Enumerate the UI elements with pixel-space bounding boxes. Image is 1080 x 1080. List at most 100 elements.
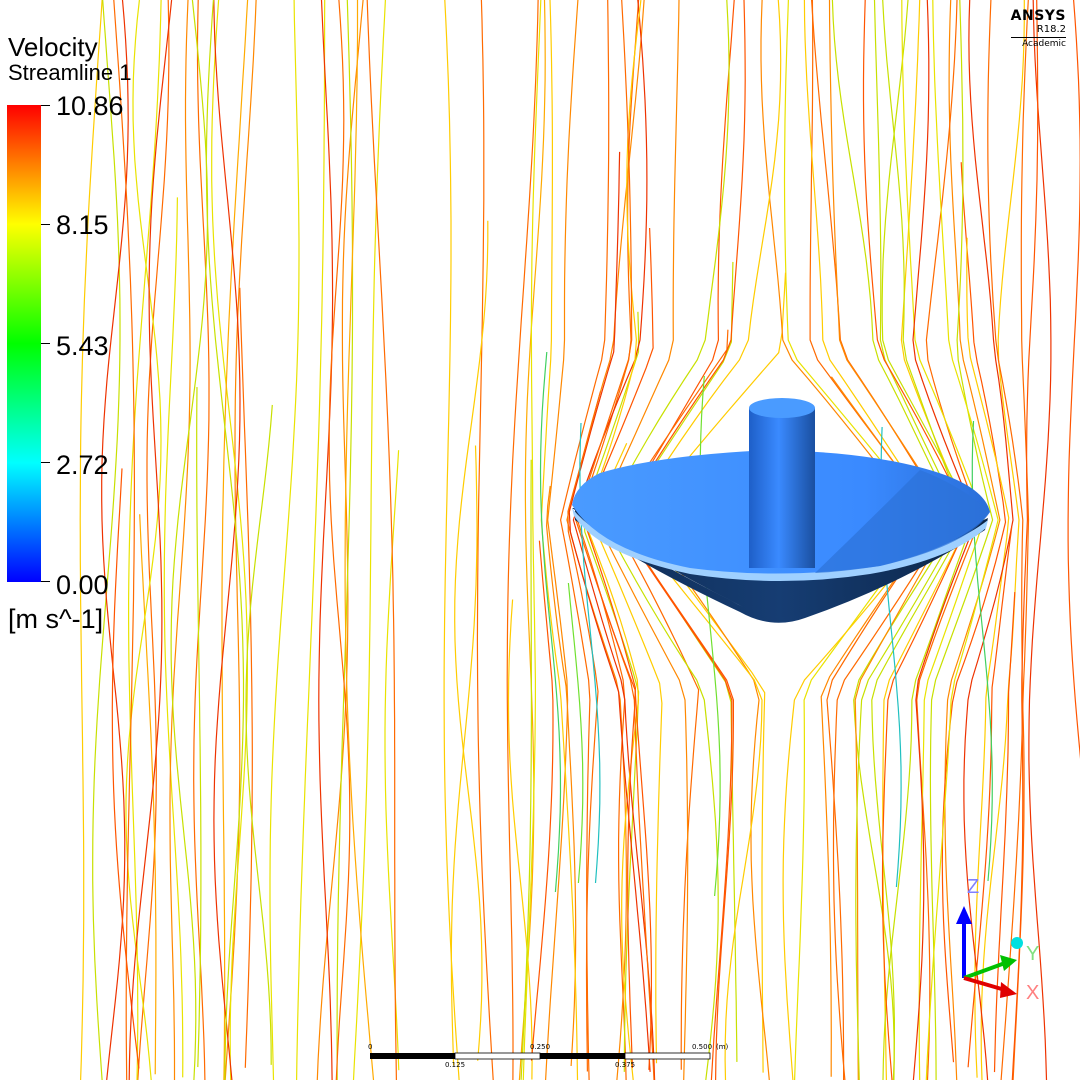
streamline <box>139 514 157 1075</box>
streamline <box>221 0 249 1080</box>
streamline <box>269 0 300 1080</box>
streamline <box>993 592 1016 1073</box>
streamline <box>967 527 1013 1068</box>
streamline <box>336 0 354 1080</box>
streamline <box>1011 0 1039 1080</box>
legend-tick-max: 10.86 <box>56 91 124 121</box>
streamline <box>568 151 651 1072</box>
streamline <box>245 404 273 1065</box>
streamline <box>1028 0 1052 1080</box>
shaft-cap <box>749 398 815 418</box>
streamline <box>450 445 478 1066</box>
scale-segment-3 <box>540 1053 625 1059</box>
streamline <box>169 0 191 1080</box>
streamline <box>344 0 375 1080</box>
streamline <box>901 0 985 1080</box>
legend-tick-mark <box>41 224 50 225</box>
y-axis-label: Y <box>1026 943 1039 965</box>
streamline <box>520 459 532 1080</box>
ansys-logo: ANSYS R18.2 Academic <box>1010 8 1066 49</box>
legend-tick-mark <box>41 343 50 344</box>
legend-title: Velocity <box>8 32 98 62</box>
streamline <box>585 227 654 1069</box>
streamline <box>443 0 460 1080</box>
streamline <box>576 0 640 1080</box>
streamline <box>128 0 162 1080</box>
streamline <box>518 0 546 1080</box>
streamline <box>163 197 184 1078</box>
streamline <box>328 0 351 1080</box>
brand-edition: Academic <box>1010 37 1066 49</box>
streamline <box>619 261 738 1062</box>
streamline-low-velocity <box>567 582 584 884</box>
y-axis-arrow <box>1000 955 1017 971</box>
streamline <box>545 0 579 1080</box>
legend-tick-upper: 8.15 <box>56 210 109 240</box>
streamline <box>572 0 656 1080</box>
disc-facet <box>815 470 990 573</box>
streamline <box>113 0 135 1080</box>
streamline <box>196 387 202 1068</box>
streamline <box>592 442 663 1064</box>
y-axis-line <box>963 961 1006 980</box>
streamline <box>352 0 386 1080</box>
legend-tick-mark <box>41 581 50 582</box>
scale-label-125: 0.125 <box>445 1061 466 1069</box>
legend-tick-mark <box>41 105 50 106</box>
streamline <box>522 0 542 1080</box>
streamline <box>318 0 334 1080</box>
streamline <box>211 0 248 1080</box>
scale-label-0: 0 <box>368 1043 373 1051</box>
z-axis-arrow <box>956 906 972 924</box>
x-axis-arrow <box>1000 982 1017 998</box>
scale-unit: (m) <box>716 1043 729 1051</box>
streamline <box>616 329 729 1070</box>
scale-segment-1 <box>370 1053 455 1059</box>
rotor-model[interactable] <box>572 398 990 623</box>
streamline <box>111 468 140 1069</box>
legend-tick-min: 0.00 <box>56 570 109 600</box>
streamline <box>545 485 577 1067</box>
streamline <box>966 237 1010 1078</box>
legend-tick-lower: 2.72 <box>56 450 109 480</box>
scale-bar <box>370 1052 711 1060</box>
streamline <box>454 220 489 1061</box>
legend-tick-mark <box>41 462 50 463</box>
color-legend-bar <box>7 105 41 582</box>
streamline <box>193 0 210 1080</box>
axis-triad[interactable]: Z Y X <box>956 876 1039 1004</box>
scale-label-250: 0.250 <box>530 1043 551 1051</box>
scale-label-375: 0.375 <box>615 1061 636 1069</box>
streamline <box>213 0 241 1080</box>
streamline <box>239 287 253 1068</box>
z-axis-label: Z <box>967 876 979 898</box>
streamline-low-velocity <box>539 351 562 893</box>
streamline <box>170 0 209 1080</box>
shaft-cylinder <box>749 408 815 568</box>
streamline <box>507 599 533 1080</box>
streamline <box>79 0 103 1080</box>
streamline <box>1000 0 1030 1080</box>
legend-unit: [m s^-1] <box>8 604 104 634</box>
streamline <box>137 0 170 1080</box>
streamline <box>316 0 364 1080</box>
x-axis-label: X <box>1026 982 1039 1004</box>
streamline <box>591 569 652 1070</box>
scale-segment-2 <box>454 1052 541 1060</box>
streamline <box>476 0 494 1080</box>
scale-segment-4 <box>624 1052 711 1060</box>
streamline <box>506 0 539 1080</box>
streamline <box>1067 0 1080 759</box>
legend-tick-mid: 5.43 <box>56 331 109 361</box>
streamline <box>944 0 1001 1080</box>
streamline <box>963 0 1014 1080</box>
streamline <box>916 0 981 1080</box>
streamline <box>125 0 162 1080</box>
streamline <box>530 540 554 1061</box>
legend-subtitle: Streamline 1 <box>8 60 132 85</box>
streamline <box>642 272 787 1073</box>
brand-version: R18.2 <box>1036 24 1066 35</box>
origin-sphere <box>1011 937 1023 949</box>
scale-label-500: 0.500 <box>692 1043 713 1051</box>
